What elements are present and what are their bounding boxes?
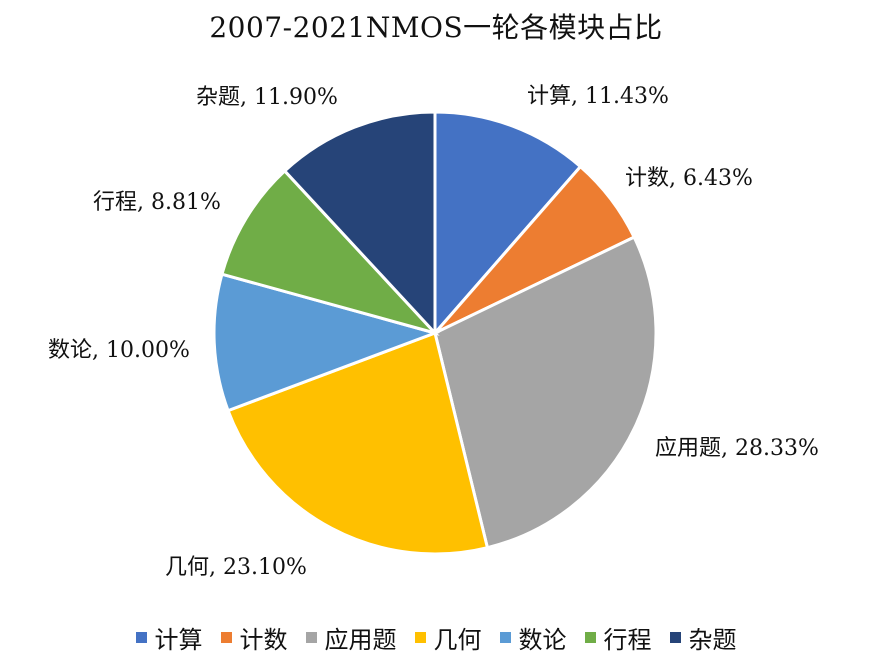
legend-item-0: 计算 [135,620,203,655]
pie-slice-0 [433,110,583,337]
data-label-6: 杂题, 11.90% [196,85,338,110]
data-label-2: 应用题, 28.33% [655,436,819,461]
data-label-4: 数论, 10.00% [48,338,190,363]
chart-title: 2007-2021NMOS一轮各模块占比 [209,11,663,44]
legend-swatch-0 [135,632,147,643]
legend-swatch-6 [669,632,681,643]
data-label-5: 行程, 8.81% [93,190,221,215]
data-label-1: 计数, 6.43% [625,166,753,191]
data-label-3: 几何, 23.10% [165,555,307,580]
legend-item-5: 行程 [584,620,652,655]
pie-slice-5 [220,168,440,336]
legend-label-2: 应用题 [324,626,397,654]
legend-item-3: 几何 [414,620,482,655]
legend-swatch-1 [220,632,232,643]
legend: 计算 计数 应用题 几何 数论 行程 杂题 [0,620,872,655]
legend-label-3: 几何 [433,626,482,654]
legend-item-1: 计数 [220,620,288,655]
legend-item-6: 杂题 [669,620,737,655]
legend-item-4: 数论 [499,620,567,655]
pie-slice-2 [433,235,658,550]
legend-swatch-4 [499,632,511,643]
legend-label-0: 计算 [154,626,203,654]
data-label-0: 计算, 11.43% [527,84,669,109]
legend-label-6: 杂题 [688,626,737,654]
legend-swatch-3 [414,632,426,643]
legend-label-5: 行程 [603,626,652,654]
pie-slice-3 [226,331,490,556]
legend-swatch-5 [584,632,596,643]
legend-swatch-2 [305,632,317,643]
legend-label-4: 数论 [518,626,567,654]
pie-slice-6 [282,110,437,337]
legend-item-2: 应用题 [305,620,397,655]
legend-label-1: 计数 [239,626,288,654]
pie-slice-4 [212,272,440,413]
